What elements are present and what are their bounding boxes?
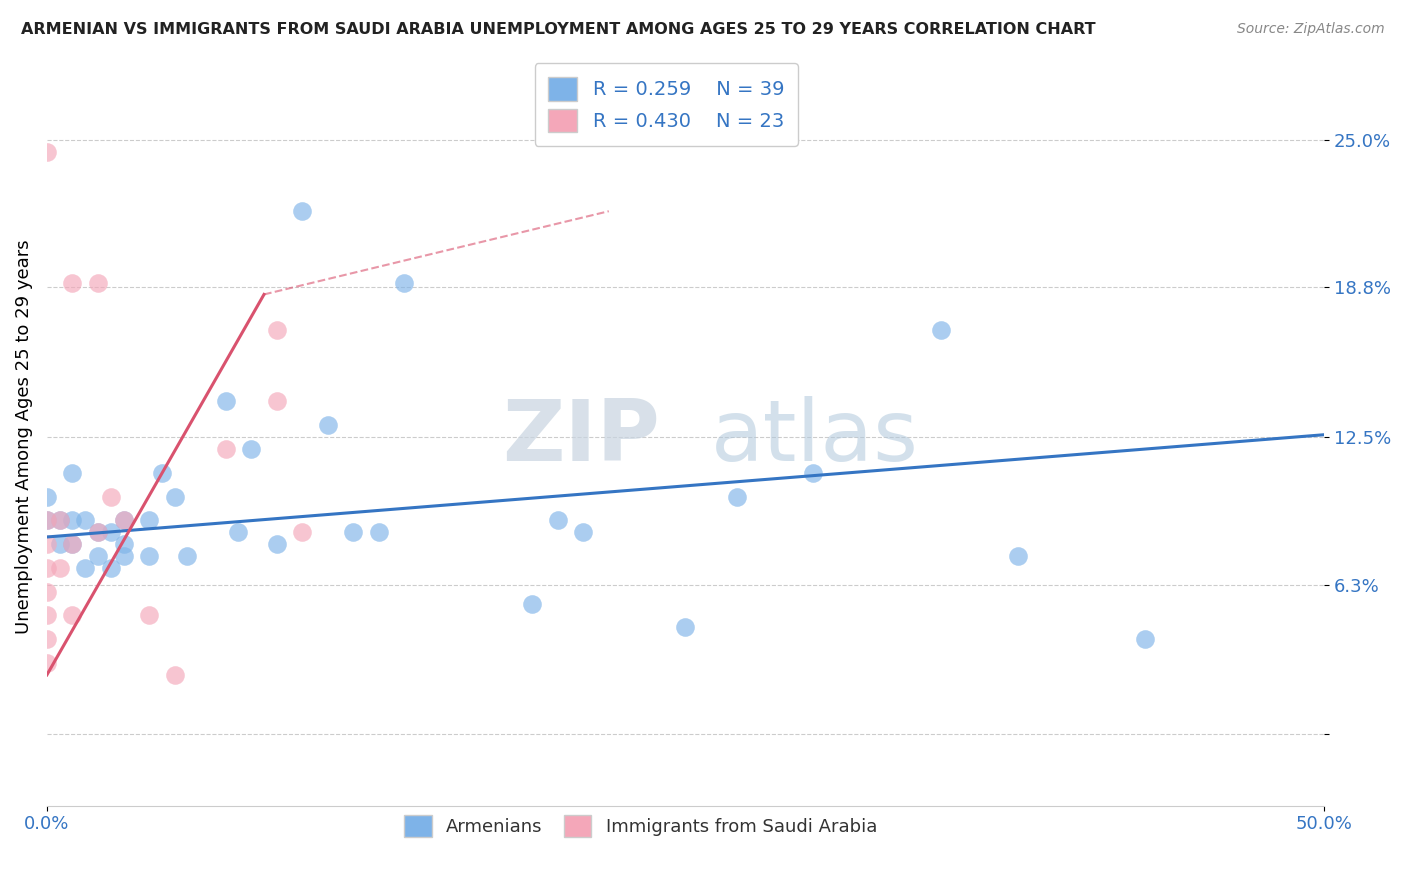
Point bbox=[100, 490, 122, 504]
Point bbox=[35, 608, 58, 623]
Legend: Armenians, Immigrants from Saudi Arabia: Armenians, Immigrants from Saudi Arabia bbox=[398, 808, 884, 845]
Point bbox=[725, 490, 748, 504]
Point bbox=[547, 513, 569, 527]
Point bbox=[87, 525, 110, 540]
Point bbox=[368, 525, 391, 540]
Point bbox=[62, 608, 84, 623]
Point bbox=[62, 276, 84, 290]
Point bbox=[112, 537, 135, 551]
Point bbox=[240, 442, 263, 456]
Point bbox=[48, 513, 70, 527]
Point bbox=[929, 323, 952, 337]
Point bbox=[35, 561, 58, 575]
Point bbox=[87, 525, 110, 540]
Text: Source: ZipAtlas.com: Source: ZipAtlas.com bbox=[1237, 22, 1385, 37]
Point bbox=[48, 537, 70, 551]
Point bbox=[801, 466, 824, 480]
Point bbox=[228, 525, 250, 540]
Point bbox=[215, 442, 238, 456]
Point bbox=[75, 561, 97, 575]
Point bbox=[100, 525, 122, 540]
Point bbox=[87, 549, 110, 563]
Point bbox=[112, 513, 135, 527]
Point bbox=[35, 490, 58, 504]
Text: ZIP: ZIP bbox=[502, 396, 659, 479]
Point bbox=[48, 561, 70, 575]
Point bbox=[1135, 632, 1157, 647]
Point bbox=[176, 549, 198, 563]
Point bbox=[316, 418, 339, 433]
Point bbox=[62, 513, 84, 527]
Point bbox=[35, 537, 58, 551]
Point bbox=[394, 276, 416, 290]
Point bbox=[342, 525, 364, 540]
Point bbox=[35, 513, 58, 527]
Text: ARMENIAN VS IMMIGRANTS FROM SAUDI ARABIA UNEMPLOYMENT AMONG AGES 25 TO 29 YEARS : ARMENIAN VS IMMIGRANTS FROM SAUDI ARABIA… bbox=[21, 22, 1095, 37]
Point bbox=[35, 584, 58, 599]
Point bbox=[138, 513, 160, 527]
Text: atlas: atlas bbox=[711, 396, 920, 479]
Point bbox=[35, 656, 58, 670]
Point bbox=[35, 145, 58, 159]
Point bbox=[35, 632, 58, 647]
Point bbox=[62, 537, 84, 551]
Point bbox=[75, 513, 97, 527]
Point bbox=[100, 561, 122, 575]
Y-axis label: Unemployment Among Ages 25 to 29 years: Unemployment Among Ages 25 to 29 years bbox=[15, 240, 32, 634]
Point bbox=[163, 490, 186, 504]
Point bbox=[572, 525, 595, 540]
Point bbox=[112, 549, 135, 563]
Point bbox=[291, 525, 314, 540]
Point bbox=[163, 668, 186, 682]
Point bbox=[266, 394, 288, 409]
Point bbox=[291, 204, 314, 219]
Point bbox=[266, 537, 288, 551]
Point bbox=[48, 513, 70, 527]
Point bbox=[138, 549, 160, 563]
Point bbox=[150, 466, 173, 480]
Point bbox=[675, 620, 697, 634]
Point bbox=[215, 394, 238, 409]
Point bbox=[35, 513, 58, 527]
Point bbox=[87, 276, 110, 290]
Point bbox=[266, 323, 288, 337]
Point bbox=[62, 537, 84, 551]
Point bbox=[138, 608, 160, 623]
Point bbox=[62, 466, 84, 480]
Point bbox=[522, 597, 544, 611]
Point bbox=[1007, 549, 1029, 563]
Point bbox=[112, 513, 135, 527]
